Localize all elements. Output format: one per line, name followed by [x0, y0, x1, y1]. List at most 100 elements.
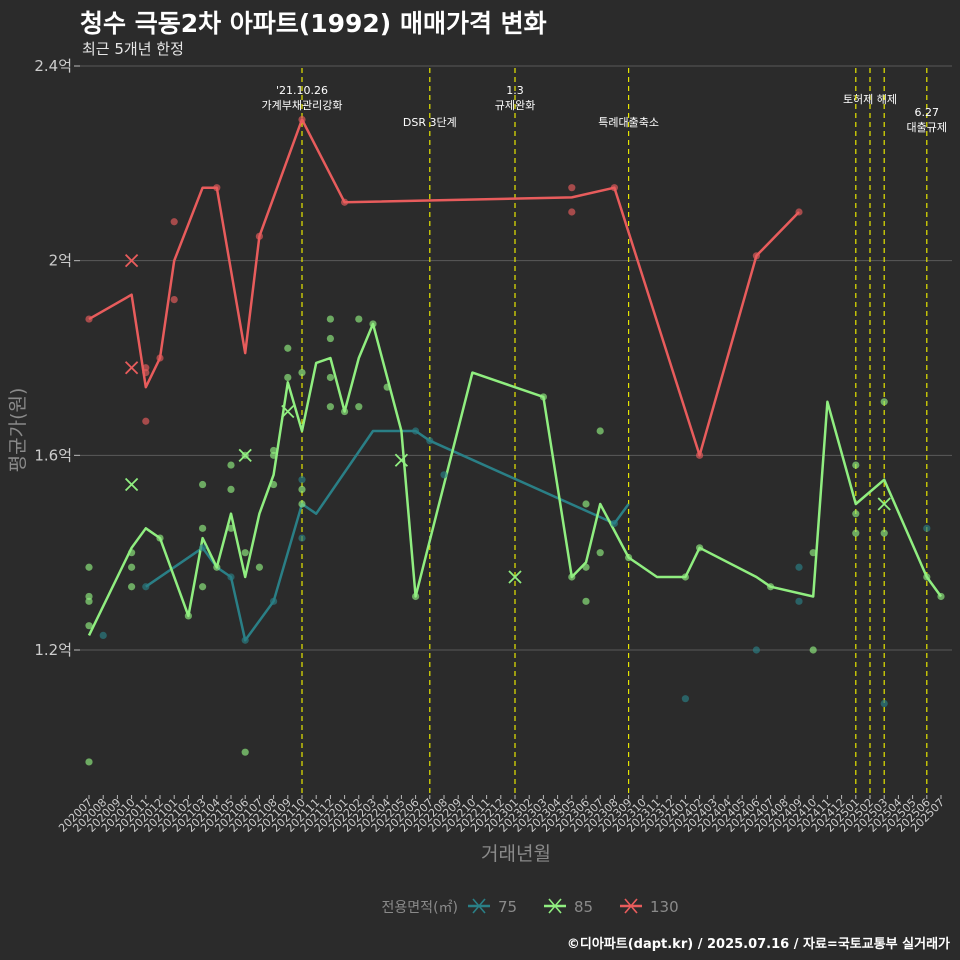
event-label: 토허제 해제 [843, 92, 897, 106]
chart-title: 청수 극동2차 아파트(1992) 매매가격 변화 [80, 9, 547, 38]
y-tick-label: 2.4억 [34, 57, 72, 75]
data-point-85 [582, 500, 590, 508]
event-label: DSR 3단계 [403, 116, 457, 129]
series-line-130 [88, 118, 800, 457]
data-point-85 [213, 563, 221, 571]
data-point-85 [809, 549, 817, 557]
data-point-130 [795, 208, 803, 216]
data-point-85 [355, 315, 363, 323]
data-point-85 [326, 403, 334, 411]
data-point-85 [184, 612, 192, 620]
event-label: '21.10.26 [276, 84, 328, 97]
data-point-85 [298, 485, 306, 493]
data-point-85 [880, 398, 888, 406]
data-point-85 [284, 344, 292, 352]
data-point-75 [227, 573, 235, 581]
data-point-130 [610, 184, 619, 192]
data-point-85 [681, 573, 690, 581]
legend-title: 전용면적(㎡) [382, 900, 458, 916]
data-point-85 [227, 524, 235, 532]
data-point-85 [923, 573, 931, 581]
data-point-75 [880, 699, 888, 708]
data-point-85 [241, 748, 249, 756]
data-point-75 [241, 636, 249, 644]
data-point-130 [156, 354, 164, 362]
y-tick-label: 2억 [49, 252, 72, 270]
y-axis-title: 평균가(원) [7, 388, 29, 473]
data-point-85 [568, 573, 576, 581]
data-point-85 [596, 549, 604, 557]
data-point-85 [326, 315, 334, 323]
data-point-85 [852, 461, 860, 469]
data-point-85 [241, 549, 249, 557]
event-label: 특례대출축소 [598, 116, 659, 129]
data-point-85 [582, 597, 590, 605]
cross-point-85 [508, 570, 522, 584]
data-point-85 [298, 500, 306, 508]
data-point-130 [213, 184, 221, 192]
data-point-85 [852, 510, 860, 518]
data-point-130 [142, 369, 150, 377]
event-label: 대출규제 [907, 121, 947, 134]
data-point-85 [326, 334, 334, 343]
data-point-85 [199, 583, 207, 591]
cross-point-85 [238, 448, 252, 462]
legend-label-75: 75 [498, 898, 517, 916]
data-point-75 [752, 646, 761, 654]
data-point-85 [582, 563, 590, 571]
data-point-85 [270, 446, 278, 455]
data-point-130 [170, 296, 178, 304]
data-point-85 [128, 583, 136, 591]
data-point-85 [369, 320, 377, 328]
data-point-75 [923, 524, 931, 532]
data-point-130 [142, 417, 150, 425]
data-point-75 [681, 695, 690, 703]
data-point-130 [255, 232, 263, 240]
data-point-85 [539, 393, 548, 401]
data-point-75 [199, 544, 207, 552]
chart-caption: ©디아파트(dapt.kr) / 2025.07.16 / 자료=국토교통부 실… [566, 937, 950, 952]
data-point-75 [142, 583, 150, 591]
data-point-75 [298, 534, 306, 542]
data-point-85 [596, 427, 604, 435]
data-point-85 [227, 461, 235, 469]
legend-key-cross-75 [472, 898, 486, 914]
data-point-75 [298, 476, 306, 484]
data-point-85 [852, 529, 860, 537]
y-tick-label: 1.2억 [34, 641, 72, 659]
legend-label-130: 130 [650, 898, 679, 916]
series-points [85, 115, 945, 766]
data-point-130 [341, 198, 349, 206]
data-point-75 [440, 471, 448, 479]
data-point-85 [128, 563, 136, 571]
data-point-85 [85, 563, 93, 571]
legend-key-cross-85 [548, 898, 562, 914]
cross-point-85 [877, 497, 891, 511]
event-label: 1.3 [506, 84, 524, 97]
data-point-85 [412, 592, 420, 601]
data-point-85 [85, 622, 93, 630]
data-point-130 [170, 218, 178, 226]
data-point-85 [809, 646, 817, 654]
data-point-85 [341, 407, 349, 416]
chart-subtitle: 최근 5개년 한정 [82, 40, 184, 58]
data-point-130 [568, 208, 576, 216]
data-point-85 [270, 480, 278, 489]
data-point-85 [767, 583, 775, 591]
data-point-85 [85, 758, 93, 766]
data-point-85 [880, 529, 888, 537]
legend-key-cross-130 [624, 898, 638, 914]
data-point-85 [298, 369, 306, 377]
legend: 전용면적(㎡) 75 85 130 [382, 898, 679, 916]
cross-point-85 [394, 453, 409, 467]
data-point-85 [355, 403, 363, 411]
data-point-85 [128, 549, 136, 557]
data-point-130 [568, 184, 576, 192]
data-point-85 [284, 373, 292, 382]
cross-point-130 [124, 254, 139, 268]
data-point-85 [227, 485, 235, 493]
data-point-75 [412, 427, 420, 435]
data-point-85 [199, 524, 207, 532]
